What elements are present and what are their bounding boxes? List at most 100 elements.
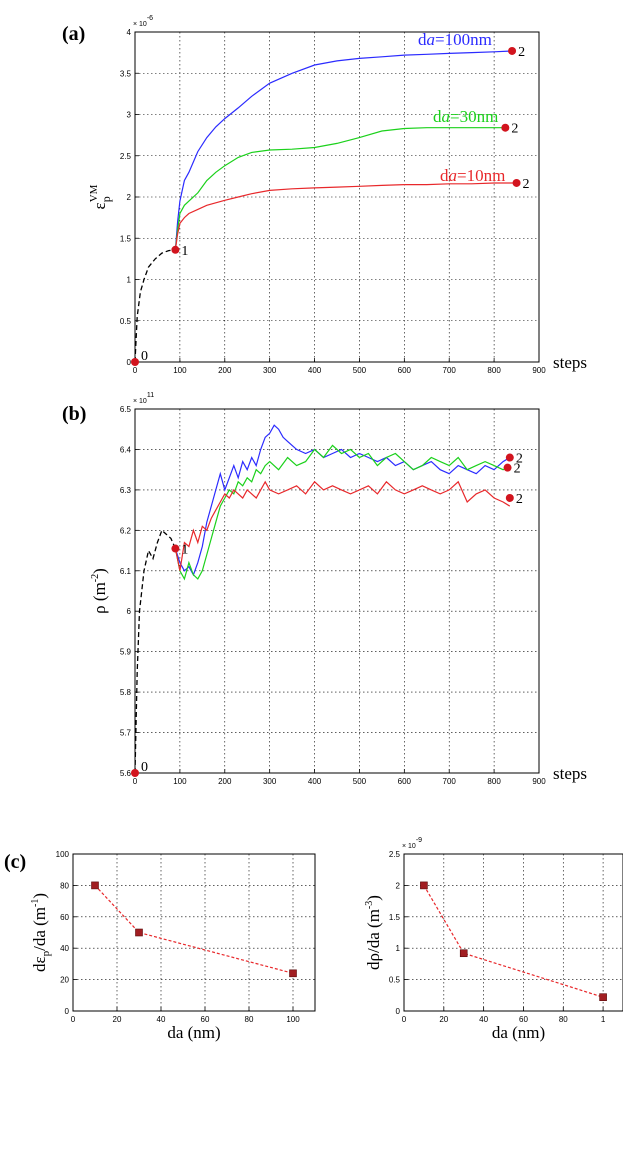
- x-tick-label: 200: [218, 366, 232, 375]
- x-tick-label: 400: [308, 366, 322, 375]
- x-tick-label: 100: [286, 1015, 300, 1024]
- state-point-marker: [508, 46, 517, 55]
- y-tick-label: 6.3: [120, 486, 132, 495]
- state-point-label: 2: [516, 452, 523, 467]
- y-tick-label: 0: [127, 358, 132, 367]
- series-label-prefix: d: [418, 30, 427, 49]
- y-label-sup: VM: [88, 184, 100, 202]
- panel-c2: 0 20 40 60 80 1 0 0.5 1 1.5 2 2.5× 10-9 da (nm) dρ/da…: [364, 837, 623, 1042]
- series-label: da=10nm: [440, 166, 505, 185]
- axis-multiplier: × 1011: [133, 392, 154, 405]
- series-label-suffix: =10nm: [457, 166, 505, 185]
- x-axis-label: steps: [553, 353, 587, 372]
- state-point-marker: [503, 463, 512, 472]
- data-square-marker: [135, 928, 143, 937]
- state-point-label: 2: [518, 45, 525, 60]
- y-tick-label: 2: [127, 193, 132, 202]
- y-tick-label: 40: [60, 944, 69, 953]
- panel-label: (a): [62, 23, 85, 45]
- series-line-=100nm: [174, 50, 513, 250]
- state-point-label: 1: [181, 543, 188, 558]
- y-tick-label: 0.5: [120, 317, 132, 326]
- state-point-marker: [131, 358, 139, 366]
- series-label-prefix: d: [440, 166, 449, 185]
- plot-frame: [134, 408, 540, 774]
- x-tick-label: 300: [263, 777, 277, 786]
- multiplier-base: × 10: [402, 843, 416, 850]
- multiplier-base: × 10: [133, 21, 147, 28]
- y-tick-label: 3.5: [120, 69, 132, 78]
- data-square-marker: [599, 993, 607, 1001]
- panel-a: 0 100 200 300 400 500 600 700 800 900 0 0.5 1 1.5 2 2.5…: [62, 15, 587, 375]
- y-axis-label: εpVM: [88, 184, 113, 209]
- x-tick-label: 400: [308, 777, 322, 786]
- y-label-end: ): [30, 893, 49, 899]
- state-point-label: 2: [523, 177, 530, 192]
- y-label-mid: /da (m: [30, 907, 49, 951]
- data-square-marker: [289, 969, 297, 978]
- y-label-end: ): [364, 895, 383, 901]
- plot-frame: [403, 853, 623, 1012]
- multiplier-exponent: -9: [416, 837, 422, 844]
- axis-multiplier: × 10-6: [133, 15, 153, 28]
- dotted-trend-line: [94, 884, 294, 974]
- series-line-=30nm: [174, 127, 506, 250]
- y-label-main: ρ (m: [90, 582, 109, 614]
- x-tick-label: 800: [487, 777, 501, 786]
- y-label-sup: -3: [364, 901, 375, 909]
- y-label-sup: -1: [30, 899, 41, 907]
- y-tick-label: 2.5: [120, 152, 132, 161]
- state-point-marker: [171, 544, 180, 553]
- y-label-sub: p: [99, 196, 113, 202]
- x-tick-label: 20: [439, 1015, 448, 1024]
- data-square-marker: [420, 881, 428, 890]
- series-line-30nm: [174, 444, 508, 581]
- y-tick-label: 4: [127, 28, 132, 37]
- x-tick-label: 900: [532, 366, 546, 375]
- y-tick-label: 1.5: [389, 913, 401, 922]
- panel-label: (c): [4, 851, 26, 873]
- x-tick-label: 200: [218, 777, 232, 786]
- axis-multiplier: × 10-9: [402, 837, 422, 850]
- state-point-marker: [501, 123, 510, 132]
- y-tick-label: 6.1: [120, 567, 132, 576]
- series-line-10nm: [174, 480, 511, 571]
- panel-label: (b): [62, 403, 86, 425]
- dashed-initial-curve: [134, 249, 176, 363]
- y-tick-label: 0.5: [389, 976, 401, 985]
- y-tick-label: 20: [60, 976, 69, 985]
- y-tick-label: 6.2: [120, 526, 132, 535]
- y-axis-label: dεp/da (m-1): [30, 893, 52, 972]
- y-label-main: dε: [30, 956, 49, 972]
- x-tick-label: 900: [532, 777, 546, 786]
- y-tick-label: 100: [56, 850, 70, 859]
- y-tick-label: 5.7: [120, 729, 132, 738]
- series-label-suffix: =30nm: [450, 107, 498, 126]
- state-point-marker: [512, 178, 521, 187]
- x-tick-label: 80: [559, 1015, 568, 1024]
- y-tick-label: 6: [127, 607, 132, 616]
- y-label-sup: -2: [90, 574, 101, 582]
- series-label: da=100nm: [418, 30, 492, 49]
- x-tick-label: 300: [263, 366, 277, 375]
- series-line-100nm: [174, 424, 511, 577]
- dotted-trend-line: [423, 885, 604, 998]
- x-axis-label: da (nm): [492, 1023, 545, 1042]
- x-tick-label: 100: [173, 366, 187, 375]
- y-tick-label: 2.5: [389, 850, 401, 859]
- x-tick-label: 800: [487, 366, 501, 375]
- y-tick-label: 1: [127, 276, 132, 285]
- state-point-marker: [505, 453, 514, 462]
- state-point-label: 2: [514, 462, 521, 477]
- x-tick-label: 0: [133, 777, 138, 786]
- x-tick-label: 80: [245, 1015, 254, 1024]
- series-label-italic: a: [449, 166, 458, 185]
- y-tick-label: 5.9: [120, 648, 132, 657]
- y-tick-label: 3: [127, 111, 132, 120]
- x-tick-label: 20: [113, 1015, 122, 1024]
- series-label-italic: a: [442, 107, 451, 126]
- y-axis-label: dρ/da (m-3): [364, 895, 383, 970]
- x-tick-label: 700: [443, 366, 457, 375]
- y-tick-label: 5.8: [120, 688, 132, 697]
